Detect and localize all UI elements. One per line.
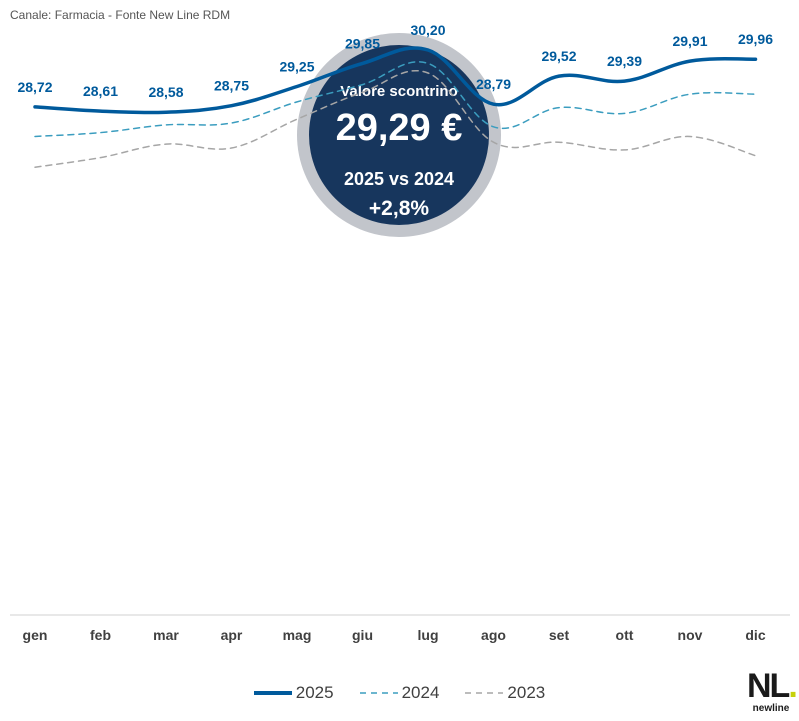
x-tick-label: giu: [352, 627, 373, 643]
data-label: 28,72: [17, 79, 52, 95]
x-tick-label: nov: [678, 627, 703, 643]
source-note: Canale: Farmacia - Fonte New Line RDM: [10, 8, 231, 22]
x-tick-label: mar: [153, 627, 179, 643]
badge-value: 29,29 €: [335, 107, 463, 149]
legend-item-2025: 2025: [253, 683, 334, 703]
data-label: 28,75: [214, 78, 249, 94]
x-tick-label: gen: [23, 627, 48, 643]
data-label: 29,25: [279, 58, 314, 74]
legend-swatch-2023: [465, 692, 504, 694]
legend-item-2023: 2023: [465, 683, 545, 703]
badge-title: Valore scontrino: [340, 83, 458, 100]
x-tick-label: mag: [283, 627, 312, 643]
legend-swatch-2024: [359, 692, 398, 694]
summary-badge: Valore scontrino 29,29 € 2025 vs 2024 +2…: [297, 33, 501, 237]
legend-label-2025: 2025: [295, 683, 334, 702]
data-label: 29,85: [345, 35, 380, 51]
x-tick-label: apr: [221, 627, 243, 643]
newline-logo: NL. newline: [747, 667, 798, 717]
logo-mark: NL.: [747, 667, 798, 705]
x-tick-label: ago: [481, 627, 506, 643]
badge-comparison: 2025 vs 2024: [343, 169, 455, 189]
badge-delta: +2,8%: [368, 197, 430, 220]
legend-label-2024: 2024: [401, 683, 440, 702]
x-tick-label: lug: [418, 627, 439, 643]
data-label: 28,58: [148, 84, 183, 100]
logo-wordmark: newline: [752, 703, 790, 714]
data-label: 29,52: [541, 48, 576, 64]
x-tick-label: set: [549, 627, 570, 643]
x-tick-label: feb: [90, 627, 111, 643]
series-line-2023: [34, 70, 757, 168]
series-line-2024: [34, 61, 757, 138]
data-label: 30,20: [410, 22, 445, 38]
series-line-2025: [33, 46, 758, 115]
x-tick-label: ott: [616, 627, 634, 643]
data-label: 29,39: [607, 53, 642, 69]
data-label: 29,96: [738, 31, 773, 47]
legend-item-2024: 2024: [359, 683, 440, 703]
data-label: 28,79: [476, 76, 511, 92]
data-label: 28,61: [83, 83, 118, 99]
summary-badge-inner: Valore scontrino 29,29 € 2025 vs 2024 +2…: [309, 45, 489, 225]
legend-label-2023: 2023: [507, 683, 546, 702]
legend: 2025 2024 2023: [0, 683, 799, 703]
data-label: 29,91: [672, 33, 707, 49]
x-tick-label: dic: [745, 627, 765, 643]
legend-swatch-2025: [253, 691, 292, 695]
